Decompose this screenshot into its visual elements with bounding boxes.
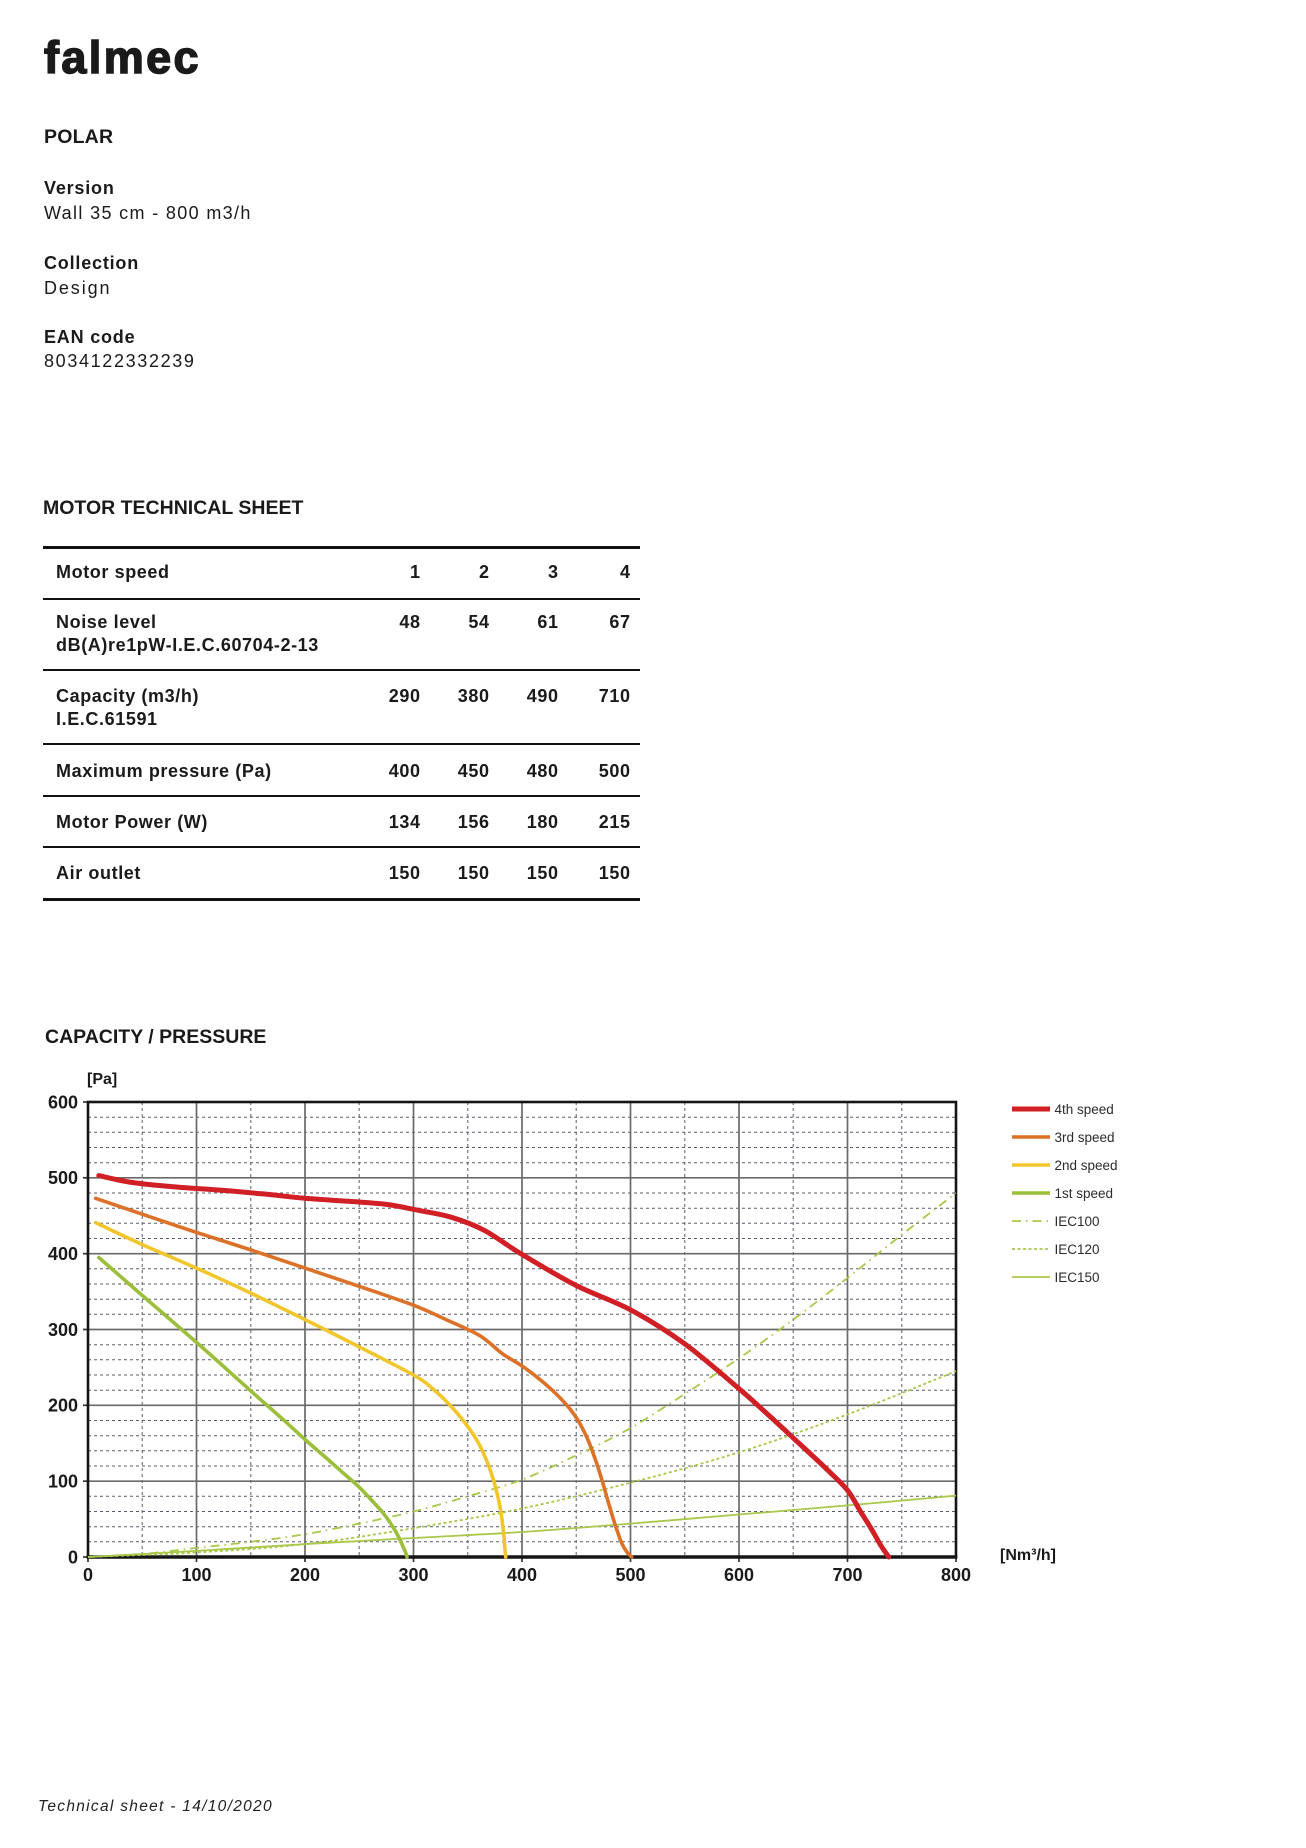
svg-text:300: 300 [48,1320,78,1340]
svg-text:400: 400 [48,1244,78,1264]
svg-text:IEC100: IEC100 [1055,1214,1100,1229]
svg-text:700: 700 [832,1565,862,1585]
svg-text:3rd speed: 3rd speed [1055,1130,1115,1145]
svg-text:IEC150: IEC150 [1055,1270,1100,1285]
svg-text:2nd speed: 2nd speed [1055,1158,1118,1173]
svg-text:[Pa]: [Pa] [87,1071,117,1088]
svg-text:200: 200 [290,1565,320,1585]
svg-text:4th speed: 4th speed [1055,1102,1114,1117]
svg-text:0: 0 [68,1547,78,1567]
svg-text:200: 200 [48,1396,78,1416]
svg-text:500: 500 [615,1565,645,1585]
svg-text:400: 400 [507,1565,537,1585]
svg-text:500: 500 [48,1168,78,1188]
svg-text:0: 0 [83,1565,93,1585]
svg-text:800: 800 [941,1565,971,1585]
svg-text:300: 300 [398,1565,428,1585]
svg-text:IEC120: IEC120 [1055,1242,1100,1257]
svg-text:[Nm³/h]: [Nm³/h] [1000,1547,1056,1564]
svg-text:100: 100 [48,1472,78,1492]
svg-text:600: 600 [48,1092,78,1112]
svg-text:1st speed: 1st speed [1055,1186,1114,1201]
svg-text:100: 100 [181,1565,211,1585]
svg-text:600: 600 [724,1565,754,1585]
